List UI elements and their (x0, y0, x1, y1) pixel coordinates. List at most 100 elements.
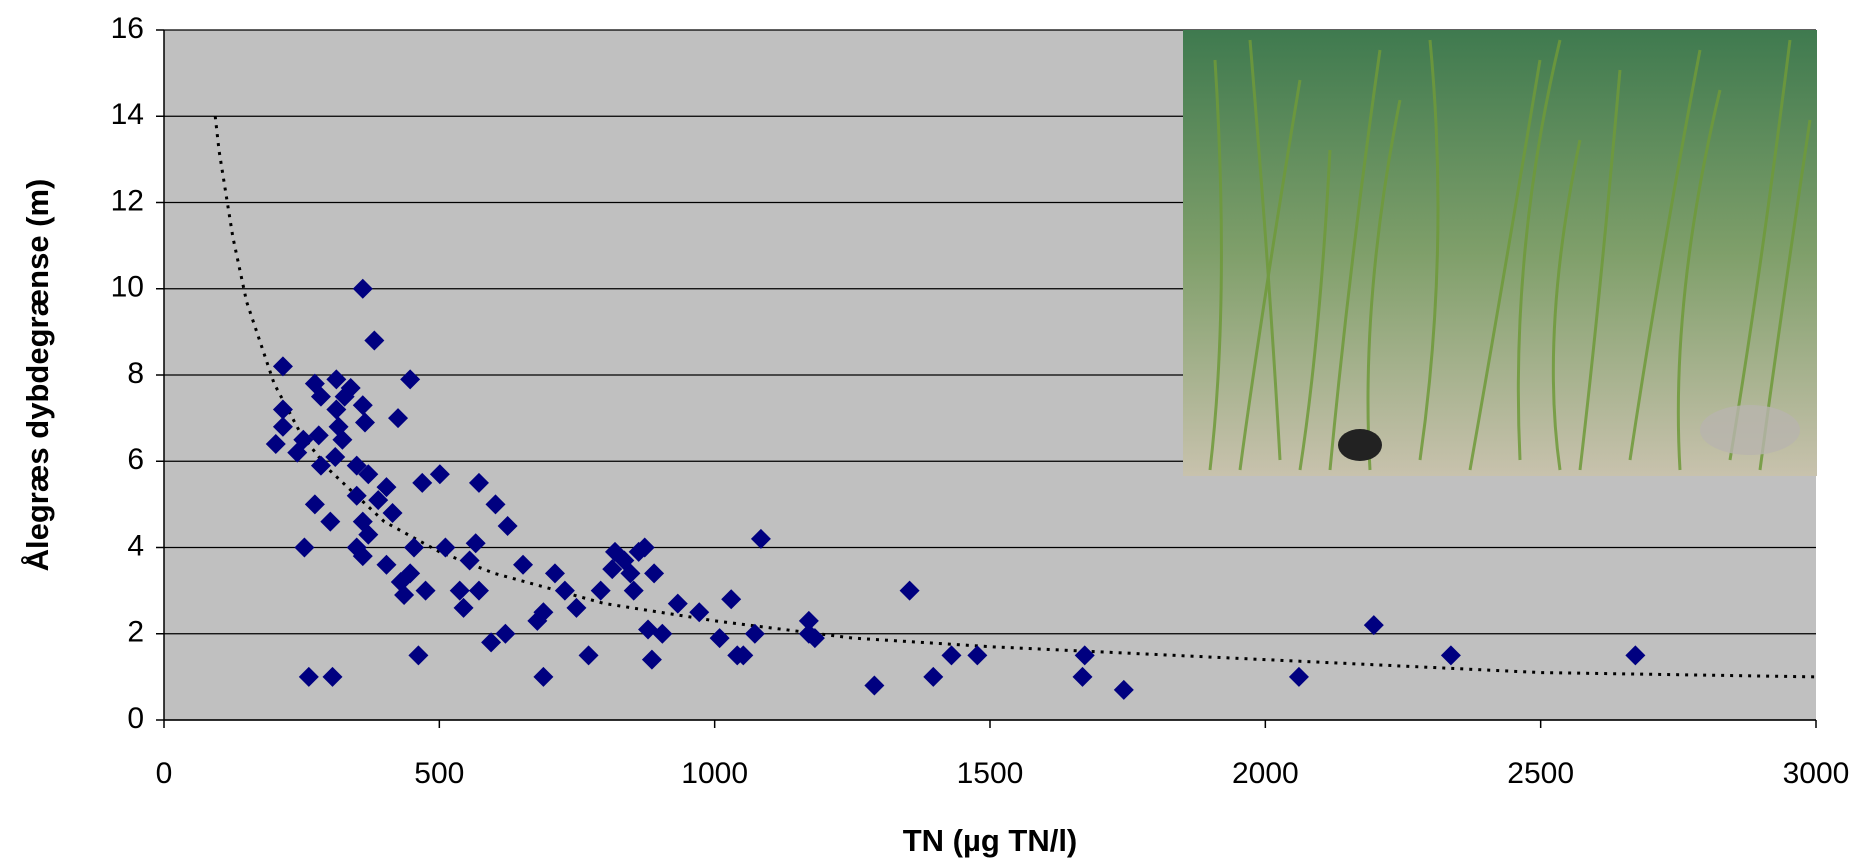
x-tick-label: 2500 (1507, 757, 1574, 790)
y-tick-label: 0 (127, 702, 144, 735)
data-point (412, 472, 433, 493)
data-point (310, 455, 331, 476)
x-tick-label: 2000 (1232, 757, 1299, 790)
data-point (429, 464, 450, 485)
data-point (310, 386, 331, 407)
data-point (590, 580, 611, 601)
data-point (644, 563, 665, 584)
data-point (721, 589, 742, 610)
data-point (354, 412, 375, 433)
data-point (554, 580, 575, 601)
data-point (325, 446, 346, 467)
data-point (415, 580, 436, 601)
data-point (400, 369, 421, 390)
data-point (804, 628, 825, 649)
data-point (513, 554, 534, 575)
y-tick-label: 4 (127, 529, 144, 562)
x-tick-label: 1000 (681, 757, 748, 790)
data-point (481, 632, 502, 653)
data-point (544, 563, 565, 584)
y-tick-label: 10 (111, 271, 144, 304)
data-point (453, 597, 474, 618)
data-point (1113, 679, 1134, 700)
data-point (272, 356, 293, 377)
data-point (578, 645, 599, 666)
data-point (287, 442, 308, 463)
data-point (435, 537, 456, 558)
x-tick-label: 0 (156, 757, 173, 790)
data-point (346, 455, 367, 476)
data-point (798, 610, 819, 631)
data-point (1440, 645, 1461, 666)
data-point (485, 494, 506, 515)
data-point (623, 580, 644, 601)
data-point (620, 563, 641, 584)
y-tick-label: 6 (127, 443, 144, 476)
data-point (376, 554, 397, 575)
data-point (332, 429, 353, 450)
data-point (497, 515, 518, 536)
y-tick-label: 16 (111, 12, 144, 45)
data-point (1288, 666, 1309, 687)
data-point (322, 666, 343, 687)
data-point (340, 377, 361, 398)
data-point (750, 528, 771, 549)
data-point (641, 649, 662, 670)
data-point (533, 666, 554, 687)
data-point (1625, 645, 1646, 666)
data-point (388, 408, 409, 429)
photo (1183, 30, 1817, 476)
data-point (967, 645, 988, 666)
data-point (358, 524, 379, 545)
data-point (272, 399, 293, 420)
y-tick-label: 2 (127, 616, 144, 649)
data-point (352, 546, 373, 567)
y-tick-label: 14 (111, 98, 144, 131)
data-point (265, 434, 286, 454)
data-point (364, 330, 385, 351)
data-point (941, 645, 962, 666)
data-point (449, 580, 470, 601)
data-point (400, 563, 421, 584)
data-point (368, 490, 389, 511)
data-point (709, 628, 730, 649)
data-point (923, 666, 944, 687)
data-point (733, 645, 754, 666)
data-point (495, 623, 516, 644)
data-point (1074, 645, 1095, 666)
data-point (465, 533, 486, 554)
data-point (468, 580, 489, 601)
data-point (382, 503, 403, 523)
data-point (326, 369, 347, 390)
data-point (689, 602, 710, 623)
data-point (899, 580, 920, 601)
data-point (634, 537, 655, 558)
data-point (652, 623, 673, 644)
data-point (352, 395, 373, 416)
trendline (213, 116, 1817, 679)
data-point (308, 425, 329, 446)
data-point (533, 602, 554, 623)
data-point (459, 550, 480, 571)
x-tick-label: 3000 (1783, 757, 1850, 790)
data-point (1072, 666, 1093, 687)
data-point (298, 666, 319, 687)
data-point (602, 559, 623, 580)
data-point (326, 399, 347, 420)
data-point (1363, 615, 1384, 636)
y-tick-label: 8 (127, 357, 144, 390)
data-point (358, 464, 379, 485)
x-axis-title: TN (µg TN/l) (903, 823, 1078, 858)
data-point (272, 416, 293, 437)
data-point (376, 477, 397, 498)
data-point (408, 645, 429, 666)
data-point (638, 619, 659, 640)
data-point (744, 623, 765, 644)
x-tick-label: 500 (414, 757, 464, 790)
data-point (346, 485, 367, 506)
data-point (404, 537, 425, 558)
data-point (566, 597, 587, 618)
x-tick-label: 1500 (957, 757, 1024, 790)
